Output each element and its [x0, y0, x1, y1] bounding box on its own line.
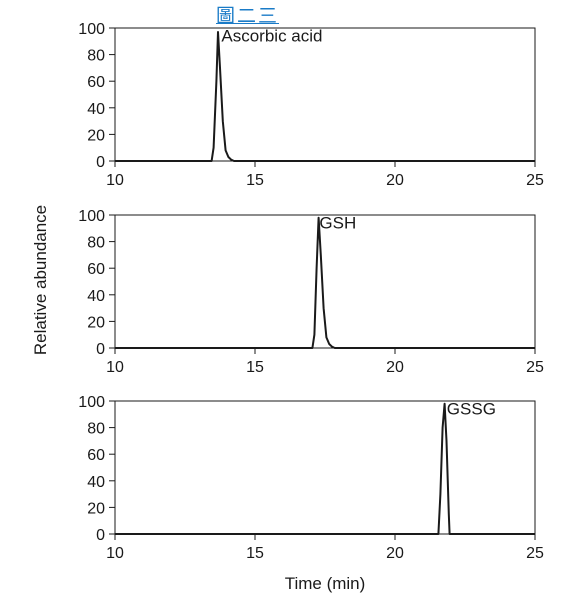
panel-2-y-tick-label: 40: [87, 288, 105, 305]
panel-2-frame: [114, 214, 536, 349]
panel-2-y-tick-label: 0: [96, 341, 105, 358]
panel-1-y-tick-label: 100: [78, 21, 105, 38]
panel-1-x-tick-label: 10: [106, 172, 124, 189]
panel-1-x-tick-label: 25: [526, 172, 544, 189]
panel-2-x-tick-label: 25: [526, 359, 544, 376]
panel-2-y-tick-label: 20: [87, 314, 105, 331]
panel-2-peak-label: GSH: [319, 213, 356, 232]
panel-3-peak-label: GSSG: [447, 399, 496, 418]
panel-2-y-tick-label: 100: [78, 208, 105, 225]
panel-3-x-tick-label: 15: [246, 545, 264, 562]
panel-3-x-tick-label: 25: [526, 545, 544, 562]
panel-1-y-tick-label: 40: [87, 101, 105, 118]
panel-2-y-tick-label: 60: [87, 261, 105, 278]
panel-3-series-line: [115, 402, 535, 535]
panel-1-y-tick-label: 60: [87, 74, 105, 91]
y-axis-label: Relative abundance: [31, 205, 50, 355]
x-axis-label: Time (min): [285, 574, 366, 593]
panel-1-y-tick-label: 80: [87, 48, 105, 65]
panel-3-y-tick-label: 40: [87, 474, 105, 491]
panel-3-y-tick-label: 0: [96, 527, 105, 544]
panel-3-y-tick-label: 60: [87, 447, 105, 464]
panel-1-y-tick-label: 20: [87, 127, 105, 144]
panel-2-series-line: [115, 216, 535, 349]
panel-3-y-tick-label: 100: [78, 394, 105, 411]
panel-3-x-tick-label: 10: [106, 545, 124, 562]
panel-2-x-tick-label: 20: [386, 359, 404, 376]
panel-3-y-tick-label: 20: [87, 500, 105, 517]
panel-1-y-tick-label: 0: [96, 154, 105, 171]
panel-3-frame: [114, 400, 536, 535]
panel-1-frame: [114, 27, 536, 162]
panel-1-x-tick-label: 20: [386, 172, 404, 189]
panel-1-series-line: [115, 31, 535, 162]
panel-3-x-tick-label: 20: [386, 545, 404, 562]
panel-1-x-tick-label: 15: [246, 172, 264, 189]
panel-1-peak-label: Ascorbic acid: [221, 26, 322, 45]
header-label: 圖二三: [216, 5, 280, 27]
panel-2-x-tick-label: 10: [106, 359, 124, 376]
panel-3-y-tick-label: 80: [87, 421, 105, 438]
panel-2-x-tick-label: 15: [246, 359, 264, 376]
panel-2-y-tick-label: 80: [87, 235, 105, 252]
